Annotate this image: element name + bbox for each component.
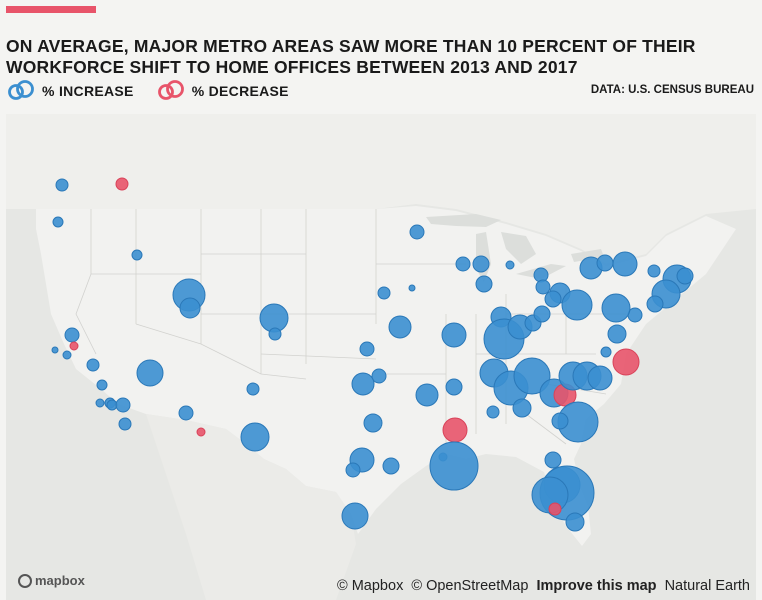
map-svg (6, 114, 756, 600)
metro-increase-marker[interactable] (612, 251, 638, 277)
accent-bar (6, 6, 96, 13)
legend-decrease: % DECREASE (156, 80, 289, 102)
metro-increase-marker[interactable] (544, 451, 562, 469)
metro-increase-marker[interactable] (512, 398, 532, 418)
metro-increase-marker[interactable] (178, 405, 194, 421)
metro-increase-marker[interactable] (359, 341, 375, 357)
canada-landmass (6, 114, 756, 264)
metro-increase-marker[interactable] (475, 275, 493, 293)
data-source: DATA: U.S. CENSUS BUREAU (590, 84, 754, 96)
metro-increase-marker[interactable] (371, 368, 387, 384)
mapbox-logo-icon (18, 573, 32, 588)
metro-increase-marker[interactable] (535, 279, 551, 295)
lake-huron (501, 232, 536, 264)
metro-increase-marker[interactable] (64, 327, 80, 343)
metro-increase-marker[interactable] (415, 383, 439, 407)
metro-decrease-marker[interactable] (69, 341, 79, 351)
legend-increase-label: % INCREASE (42, 83, 134, 99)
metro-increase-marker[interactable] (382, 457, 400, 475)
metro-increase-marker[interactable] (95, 398, 105, 408)
metro-increase-marker[interactable] (551, 412, 569, 430)
legend-decrease-label: % DECREASE (191, 83, 289, 99)
metro-decrease-marker[interactable] (115, 177, 129, 191)
metro-decrease-marker[interactable] (196, 427, 206, 437)
map-canvas[interactable]: mapbox © Mapbox © OpenStreetMap Improve … (6, 114, 756, 600)
metro-increase-marker[interactable] (676, 267, 694, 285)
metro-increase-marker[interactable] (441, 322, 467, 348)
metro-increase-marker[interactable] (561, 289, 593, 321)
metro-increase-marker[interactable] (131, 249, 143, 261)
decrease-circles-icon (157, 80, 184, 100)
attribution-natural-earth-link[interactable]: Natural Earth (664, 578, 750, 594)
metro-increase-marker[interactable] (118, 417, 132, 431)
metro-increase-marker[interactable] (341, 502, 369, 530)
increase-circles-icon (8, 80, 34, 100)
metro-increase-marker[interactable] (429, 441, 479, 491)
metro-increase-marker[interactable] (601, 293, 631, 323)
attribution-mapbox-link[interactable]: © Mapbox (337, 578, 404, 594)
metro-increase-marker[interactable] (351, 372, 375, 396)
metro-increase-marker[interactable] (486, 405, 500, 419)
metro-increase-marker[interactable] (533, 305, 551, 323)
metro-increase-marker[interactable] (408, 284, 416, 292)
metro-increase-marker[interactable] (587, 365, 613, 391)
mapbox-logo[interactable]: mapbox (18, 573, 85, 588)
chart-title: ON AVERAGE, MAJOR METRO AREAS SAW MORE T… (6, 36, 696, 77)
metro-increase-marker[interactable] (646, 295, 664, 313)
improve-map-link[interactable]: Improve this map (536, 578, 657, 594)
metro-increase-marker[interactable] (96, 379, 108, 391)
metro-increase-marker[interactable] (600, 346, 612, 358)
metro-increase-marker[interactable] (240, 422, 270, 452)
metro-increase-marker[interactable] (51, 346, 59, 354)
metro-increase-marker[interactable] (596, 254, 614, 272)
metro-increase-marker[interactable] (409, 224, 425, 240)
mapbox-logo-text: mapbox (35, 573, 85, 588)
mexico-landmass (146, 414, 356, 600)
metro-increase-marker[interactable] (513, 357, 551, 395)
metro-decrease-marker[interactable] (548, 502, 562, 516)
metro-increase-marker[interactable] (455, 256, 471, 272)
metro-increase-marker[interactable] (52, 216, 64, 228)
metro-increase-marker[interactable] (472, 255, 490, 273)
metro-increase-marker[interactable] (246, 382, 260, 396)
metro-increase-marker[interactable] (86, 358, 100, 372)
metro-increase-marker[interactable] (136, 359, 164, 387)
metro-increase-marker[interactable] (179, 297, 201, 319)
metro-increase-marker[interactable] (268, 327, 282, 341)
metro-increase-marker[interactable] (388, 315, 412, 339)
metro-decrease-marker[interactable] (442, 417, 468, 443)
metro-increase-marker[interactable] (377, 286, 391, 300)
legend-increase: % INCREASE (6, 80, 134, 102)
legend: % INCREASE % DECREASE (6, 80, 311, 102)
metro-increase-marker[interactable] (565, 512, 585, 532)
metro-increase-marker[interactable] (445, 378, 463, 396)
metro-increase-marker[interactable] (607, 324, 627, 344)
metro-increase-marker[interactable] (345, 462, 361, 478)
map-attribution: © Mapbox © OpenStreetMap Improve this ma… (333, 578, 750, 594)
metro-increase-marker[interactable] (363, 413, 383, 433)
lake-superior (426, 214, 501, 227)
metro-increase-marker[interactable] (647, 264, 661, 278)
metro-decrease-marker[interactable] (612, 348, 640, 376)
metro-increase-marker[interactable] (544, 290, 562, 308)
metro-increase-marker[interactable] (55, 178, 69, 192)
metro-increase-marker[interactable] (62, 350, 72, 360)
metro-increase-marker[interactable] (505, 260, 515, 270)
lake-ontario (571, 249, 604, 262)
metro-increase-marker[interactable] (115, 397, 131, 413)
attribution-osm-link[interactable]: © OpenStreetMap (411, 578, 529, 594)
